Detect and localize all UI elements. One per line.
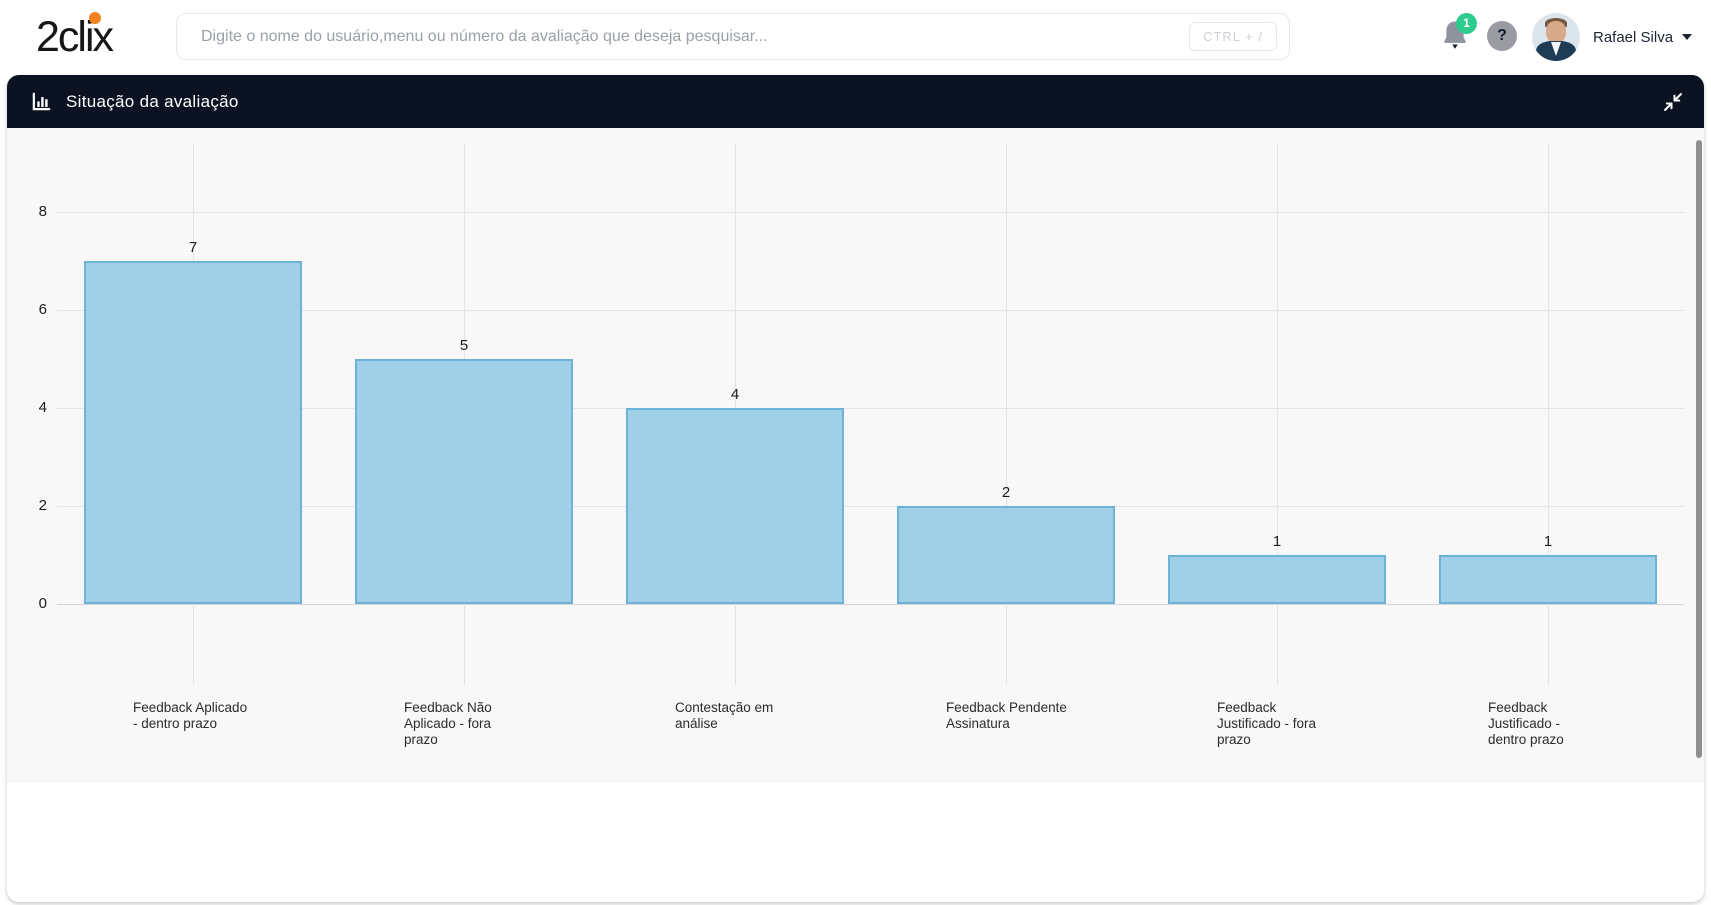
gridline-vertical <box>1548 143 1549 685</box>
y-axis-tick-label: 6 <box>38 301 47 318</box>
avatar <box>1532 13 1580 61</box>
bar-value-label: 1 <box>1272 533 1282 550</box>
x-axis-category-label: Feedback Não Aplicado - fora prazo <box>404 700 492 747</box>
keyboard-shortcut-hint: CTRL + / <box>1189 22 1277 51</box>
collapse-panel-button[interactable] <box>1662 91 1684 113</box>
y-axis-tick-label: 4 <box>38 399 47 416</box>
gridline-vertical <box>1277 143 1278 685</box>
panel-header: Situação da avaliação <box>7 75 1704 128</box>
gridline-horizontal <box>57 506 1684 507</box>
bar[interactable] <box>626 408 844 604</box>
panel-title: Situação da avaliação <box>66 91 239 111</box>
x-axis-category-label: Feedback Pendente Assinatura <box>946 700 1067 731</box>
gridline-horizontal <box>57 310 1684 311</box>
user-menu[interactable]: Rafael Silva <box>1532 12 1693 62</box>
notifications-button[interactable]: 1 <box>1440 13 1482 60</box>
app-logo[interactable]: 2clix <box>36 11 166 63</box>
global-search: CTRL + / <box>176 13 1290 60</box>
x-axis-category-label: Contestação em análise <box>675 700 774 731</box>
bar[interactable] <box>1168 555 1386 604</box>
vertical-scrollbar[interactable] <box>1696 140 1702 758</box>
app-logo-text: 2clix <box>36 13 114 61</box>
bar[interactable] <box>897 506 1115 604</box>
chevron-down-icon <box>1682 34 1693 40</box>
notification-badge: 1 <box>1456 13 1477 34</box>
user-name: Rafael Silva <box>1593 28 1674 46</box>
y-axis-tick-label: 8 <box>38 203 47 220</box>
x-axis-category-label: Feedback Justificado - fora prazo <box>1217 700 1317 747</box>
x-axis-line <box>57 604 1684 605</box>
x-axis-category-label: Feedback Aplicado - dentro prazo <box>133 700 248 731</box>
y-axis-tick-label: 2 <box>38 497 47 514</box>
bar-value-label: 1 <box>1543 533 1553 550</box>
bar-chart-icon <box>30 91 52 113</box>
bar[interactable] <box>84 261 302 604</box>
x-axis-category-label: Feedback Justificado - dentro prazo <box>1488 700 1564 747</box>
y-axis-tick-label: 0 <box>38 595 47 612</box>
gridline-vertical <box>1006 143 1007 685</box>
bar[interactable] <box>355 359 573 604</box>
gridline-horizontal <box>57 408 1684 409</box>
chart-plot-area: 0 2 4 6 8 7 Feedback Aplicado - dentro prazo 5 F… <box>7 128 1704 783</box>
logo-orange-dot-icon <box>89 12 101 24</box>
search-input[interactable] <box>176 13 1290 60</box>
bar-value-label: 2 <box>1001 484 1011 501</box>
bar-value-label: 7 <box>188 239 198 256</box>
bar-value-label: 5 <box>459 337 469 354</box>
collapse-arrows-icon <box>1664 93 1682 111</box>
evaluation-status-panel: Situação da avaliação 0 2 4 6 8 7 Feedback Apl… <box>7 75 1704 902</box>
bar[interactable] <box>1439 555 1657 604</box>
help-button[interactable]: ? <box>1487 21 1517 51</box>
top-header: 2clix CTRL + / 1 ? Rafael Silva <box>0 0 1711 75</box>
gridline-horizontal <box>57 212 1684 213</box>
bar-value-label: 4 <box>730 386 740 403</box>
